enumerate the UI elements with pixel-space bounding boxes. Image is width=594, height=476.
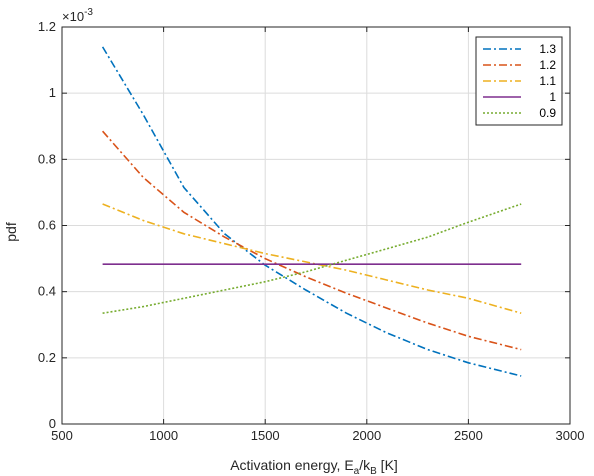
legend-label-0.9: 0.9 bbox=[539, 106, 556, 120]
legend-label-1.2: 1.2 bbox=[539, 58, 556, 72]
y-tick-label: 0.4 bbox=[38, 284, 56, 299]
grid-lines bbox=[61, 26, 571, 425]
series-line-1.3 bbox=[101, 46, 522, 377]
y-tick-label: 0 bbox=[49, 416, 56, 431]
series-layer bbox=[101, 46, 522, 377]
y-axis-label: pdf bbox=[3, 222, 19, 242]
x-axis-label: Activation energy, Ea/kB [K] bbox=[230, 457, 398, 476]
y-tick-label: 1.2 bbox=[38, 19, 56, 34]
y-axis-exponent: ×10-3 bbox=[62, 7, 93, 24]
series-line-0.9 bbox=[102, 203, 522, 314]
legend-label-1.1: 1.1 bbox=[539, 74, 556, 88]
legend-label-1: 1 bbox=[549, 90, 556, 104]
legend-label-1.3: 1.3 bbox=[539, 42, 556, 56]
y-tick-label: 0.2 bbox=[38, 350, 56, 365]
y-tick-label: 0.8 bbox=[38, 151, 56, 166]
x-tick-label: 2000 bbox=[352, 428, 381, 443]
series-line-1.2 bbox=[101, 130, 522, 351]
x-tick-label: 3000 bbox=[556, 428, 585, 443]
x-tick-label: 2500 bbox=[454, 428, 483, 443]
y-tick-label: 0.6 bbox=[38, 218, 56, 233]
x-tick-label: 1000 bbox=[149, 428, 178, 443]
axis-ticks: 500 1000 1500 2000 2500 3000 0 0.2 0.4 0.6 0.8 1 1.2 bbox=[38, 19, 585, 443]
y-tick-label: 1 bbox=[49, 85, 56, 100]
legend: 1.3 1.2 1.1 1 0.9 bbox=[475, 36, 563, 126]
x-tick-label: 1500 bbox=[251, 428, 280, 443]
series-line-1.1 bbox=[102, 203, 522, 314]
x-tick-label: 500 bbox=[51, 428, 73, 443]
